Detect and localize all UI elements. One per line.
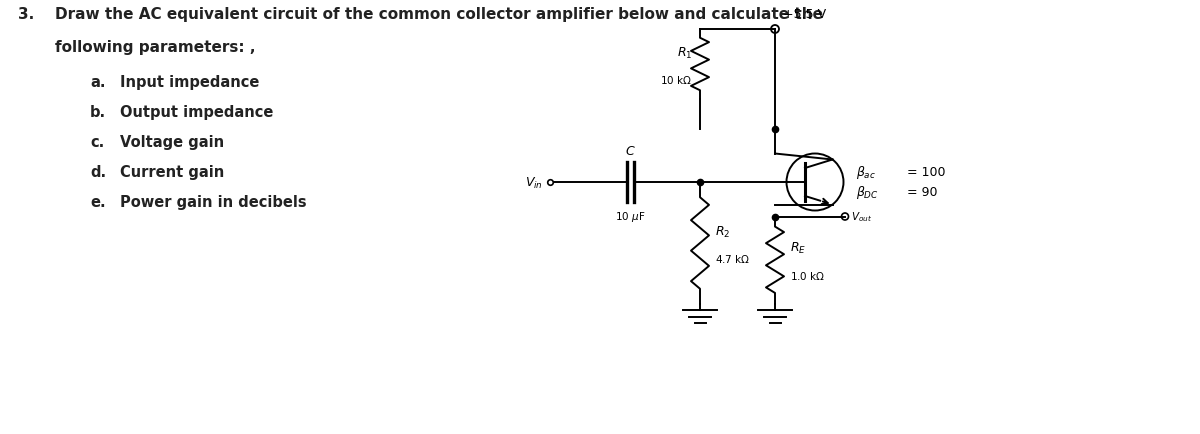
Text: e.: e. [90, 194, 106, 210]
Text: +5.5 V: +5.5 V [784, 8, 826, 21]
Text: Power gain in decibels: Power gain in decibels [120, 194, 307, 210]
Text: following parameters: ,: following parameters: , [55, 40, 256, 55]
Text: Draw the AC equivalent circuit of the common collector amplifier below and calcu: Draw the AC equivalent circuit of the co… [55, 7, 823, 22]
Text: 10 $\mu$F: 10 $\mu$F [614, 210, 646, 224]
Text: d.: d. [90, 164, 106, 180]
Text: 3.: 3. [18, 7, 35, 22]
Text: Input impedance: Input impedance [120, 75, 259, 90]
Text: $R_E$: $R_E$ [790, 240, 806, 256]
Text: $\beta_{DC}$: $\beta_{DC}$ [856, 184, 878, 201]
Text: Voltage gain: Voltage gain [120, 135, 224, 150]
Text: Output impedance: Output impedance [120, 105, 274, 120]
Text: = 90: = 90 [907, 186, 938, 199]
Text: 10 k$\Omega$: 10 k$\Omega$ [660, 74, 692, 86]
Text: 1.0 k$\Omega$: 1.0 k$\Omega$ [790, 269, 826, 281]
Text: C: C [625, 145, 635, 158]
Text: $V_{out}$: $V_{out}$ [851, 210, 872, 224]
Text: b.: b. [90, 105, 106, 120]
Text: $\beta_{ac}$: $\beta_{ac}$ [856, 164, 876, 181]
Text: $R_1$: $R_1$ [677, 45, 692, 60]
Text: Current gain: Current gain [120, 164, 224, 180]
Text: 4.7 k$\Omega$: 4.7 k$\Omega$ [715, 253, 750, 264]
Text: c.: c. [90, 135, 104, 150]
Text: $R_2$: $R_2$ [715, 224, 731, 239]
Text: = 100: = 100 [907, 166, 946, 179]
Text: $V_{in}$: $V_{in}$ [526, 175, 542, 190]
Text: a.: a. [90, 75, 106, 90]
